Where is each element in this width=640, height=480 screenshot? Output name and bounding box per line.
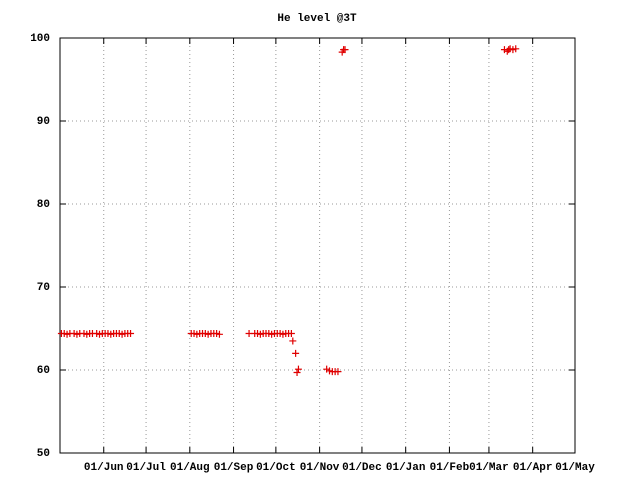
data-point xyxy=(341,46,349,54)
x-tick-label: 01/May xyxy=(555,462,595,474)
x-tick-label: 01/Dec xyxy=(342,462,382,474)
x-tick-label: 01/Jul xyxy=(126,462,166,474)
x-tick-label: 01/Sep xyxy=(214,462,254,474)
y-tick-label: 90 xyxy=(37,116,50,128)
x-tick-label: 01/Nov xyxy=(300,462,340,474)
data-point xyxy=(292,349,300,357)
y-tick-label: 80 xyxy=(37,199,50,211)
plot-frame xyxy=(59,37,576,454)
chart-title: He level @3T xyxy=(277,13,357,25)
y-tick-label: 100 xyxy=(30,33,50,45)
data-point xyxy=(215,330,223,338)
data-point xyxy=(294,365,302,373)
data-point xyxy=(287,329,295,337)
x-tick-label: 01/Feb xyxy=(430,462,470,474)
y-tick-label: 50 xyxy=(37,448,50,460)
data-point xyxy=(289,337,297,345)
x-tick-label: 01/Aug xyxy=(170,462,210,474)
y-tick-label: 70 xyxy=(37,282,50,294)
x-tick-label: 01/Jun xyxy=(84,462,124,474)
x-tick-label: 01/Jan xyxy=(386,462,426,474)
y-tick-label: 60 xyxy=(37,365,50,377)
data-point xyxy=(334,368,342,376)
data-point xyxy=(293,368,301,376)
x-tick-label: 01/Oct xyxy=(256,462,296,474)
x-tick-label: 01/Apr xyxy=(513,462,553,474)
data-point xyxy=(127,329,135,337)
data-point xyxy=(512,45,520,53)
x-tick-label: 01/Mar xyxy=(469,462,509,474)
